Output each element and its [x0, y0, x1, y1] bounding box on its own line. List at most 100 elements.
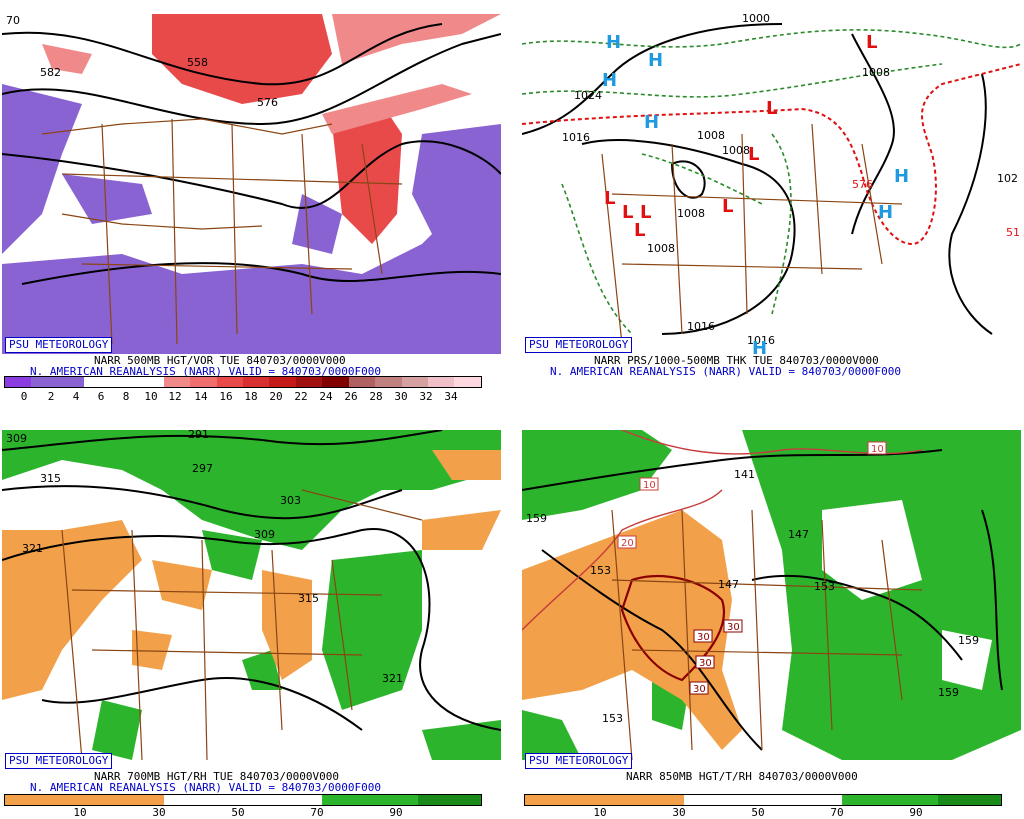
high-pressure-center: H — [606, 32, 621, 53]
low-pressure-center: L — [634, 220, 645, 241]
thickness-label: 51 — [1006, 226, 1020, 239]
panel-caption: NARR PRS/1000-500MB THK TUE 840703/0000V… — [594, 354, 879, 367]
isobar-label: 1000 — [742, 14, 770, 25]
high-pressure-center: H — [602, 70, 617, 91]
moist-area — [522, 430, 672, 520]
isobar-label: 1016 — [687, 320, 715, 333]
contour-label: 159 — [938, 686, 959, 699]
contour-label: 70 — [6, 14, 20, 27]
isobar-label: 1016 — [747, 334, 775, 347]
dry-area — [522, 510, 742, 750]
contour-label: 558 — [187, 56, 208, 69]
low-pressure-center: L — [866, 32, 877, 53]
high-pressure-center: H — [644, 112, 659, 133]
contour-label: 153 — [814, 580, 835, 593]
isobar-label: 1008 — [697, 129, 725, 142]
high-pressure-center: H — [878, 202, 893, 223]
panel-caption: NARR 500MB HGT/VOR TUE 840703/0000V000 — [94, 354, 346, 367]
temperature-label: 10 — [643, 480, 656, 491]
panel-850mb-temp-rh: 141 159 153 147 153 159 159 153 147 10 2… — [522, 430, 1021, 770]
moist-area — [2, 430, 501, 550]
thickness-label: 576 — [852, 178, 873, 191]
low-pressure-center: L — [622, 202, 633, 223]
panel-caption: NARR 700MB HGT/RH TUE 840703/0000V000 — [94, 770, 340, 783]
high-pressure-center: H — [752, 338, 767, 354]
panel-caption-valid: N. AMERICAN REANALYSIS (NARR) VALID = 84… — [30, 365, 381, 378]
moist-area-white — [822, 500, 922, 600]
isobar-label: 1016 — [562, 131, 590, 144]
moist-area — [92, 700, 142, 760]
dry-area — [132, 630, 172, 670]
psu-meteorology-badge: PSU METEOROLOGY — [525, 753, 633, 769]
moist-area — [522, 710, 582, 760]
contour-label: 582 — [40, 66, 61, 79]
low-pressure-center: L — [748, 144, 759, 165]
dry-area — [422, 510, 501, 550]
moist-area-white — [942, 630, 992, 690]
contour-label: 147 — [718, 578, 739, 591]
contour-label: 321 — [382, 672, 403, 685]
panel-caption-valid: N. AMERICAN REANALYSIS (NARR) VALID = 84… — [550, 365, 901, 378]
panel-caption: NARR 850MB HGT/T/RH 840703/0000V000 — [626, 770, 858, 783]
panel-700mb-rh: 309 291 297 303 315 321 309 315 321 PSU … — [2, 430, 501, 770]
psu-meteorology-badge: PSU METEOROLOGY — [525, 337, 633, 353]
dry-area — [152, 560, 212, 610]
temperature-label: 10 — [871, 444, 884, 455]
temperature-label: 30 — [697, 632, 710, 643]
contour-label: 291 — [188, 430, 209, 441]
rh-700mb-map: 309 291 297 303 315 321 309 315 321 — [2, 430, 501, 770]
vorticity-color-scale — [4, 376, 482, 388]
high-pressure-center: H — [894, 166, 909, 187]
vorticity-map: 70 582 558 576 — [2, 14, 501, 354]
temperature-label: 30 — [693, 684, 706, 695]
vorticity-positive-area — [152, 14, 332, 104]
isobar-label: 1024 — [574, 89, 602, 102]
low-pressure-center: L — [766, 98, 777, 119]
moist-area — [422, 720, 501, 760]
low-pressure-center: L — [722, 196, 733, 217]
vorticity-negative-area — [2, 164, 501, 354]
psu-meteorology-badge: PSU METEOROLOGY — [5, 337, 113, 353]
isobar-label: 1008 — [722, 144, 750, 157]
psu-meteorology-badge: PSU METEOROLOGY — [5, 753, 113, 769]
contour-label: 315 — [40, 472, 61, 485]
contour-label: 159 — [958, 634, 979, 647]
contour-label: 297 — [192, 462, 213, 475]
contour-label: 141 — [734, 468, 755, 481]
contour-label: 153 — [590, 564, 611, 577]
vorticity-negative-area — [412, 124, 501, 274]
low-pressure-center: L — [640, 202, 651, 223]
dry-area — [432, 450, 501, 480]
vorticity-positive-area — [322, 84, 472, 134]
panel-pressure-thickness: 1000 1008 1024 1016 1008 1008 1008 1008 … — [522, 14, 1021, 354]
contour-label: 153 — [602, 712, 623, 725]
rh-color-scale-850 — [524, 794, 1002, 806]
high-pressure-center: H — [648, 50, 663, 71]
vorticity-negative-area — [62, 174, 152, 224]
panel-caption-valid: N. AMERICAN REANALYSIS (NARR) VALID = 84… — [30, 781, 381, 794]
temperature-label: 30 — [727, 622, 740, 633]
contour-label: 159 — [526, 512, 547, 525]
contour-label: 321 — [22, 542, 43, 555]
isobar-label: 1008 — [862, 66, 890, 79]
panel-500mb-vorticity: 70 582 558 576 PSU METEOROLOGY — [2, 14, 501, 354]
temperature-label: 30 — [699, 658, 712, 669]
contour-label: 147 — [788, 528, 809, 541]
pressure-map: 1000 1008 1024 1016 1008 1008 1008 1008 … — [522, 14, 1021, 354]
contour-label: 309 — [254, 528, 275, 541]
isobar-label: 1008 — [677, 207, 705, 220]
contour-label: 303 — [280, 494, 301, 507]
isobar-label: 102 — [997, 172, 1018, 185]
vorticity-negative-area — [292, 194, 342, 254]
vorticity-positive-area — [332, 14, 501, 64]
contour-label: 576 — [257, 96, 278, 109]
contour-label: 315 — [298, 592, 319, 605]
isobar-label: 1008 — [647, 242, 675, 255]
dry-area — [2, 520, 142, 700]
low-pressure-center: L — [604, 188, 615, 209]
vorticity-positive-area — [42, 44, 92, 74]
vorticity-negative-area — [2, 84, 82, 254]
temperature-label: 20 — [621, 538, 634, 549]
contour-label: 309 — [6, 432, 27, 445]
rh-850mb-map: 141 159 153 147 153 159 159 153 147 10 2… — [522, 430, 1021, 770]
